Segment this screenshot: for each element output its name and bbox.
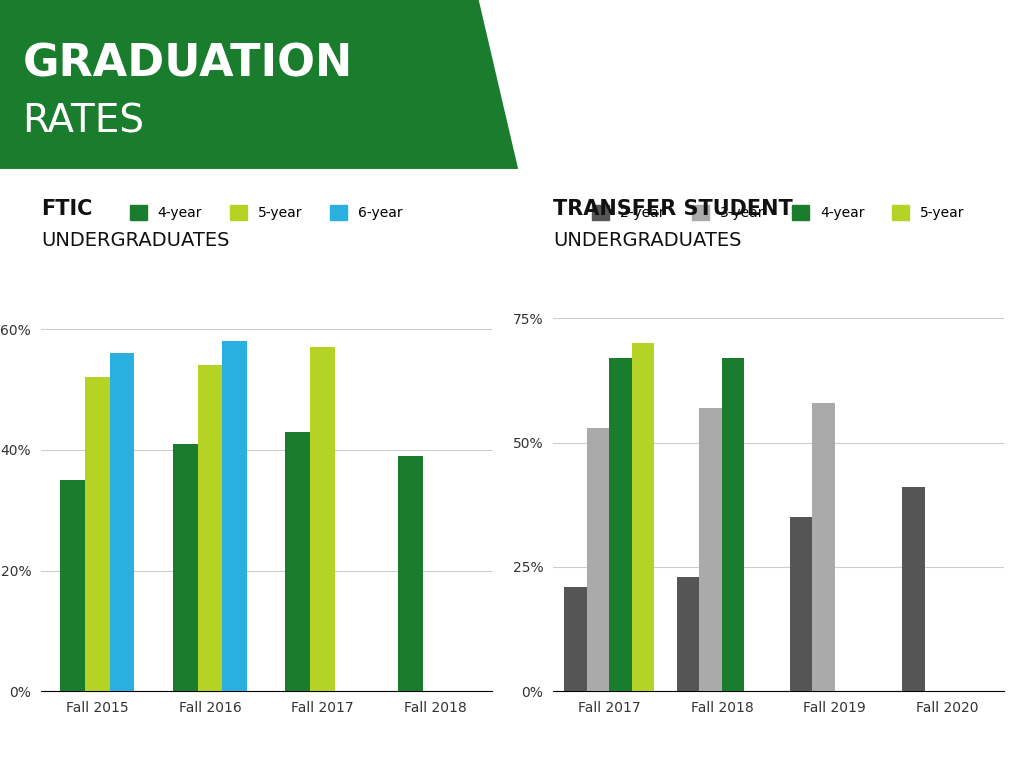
Bar [310,347,335,691]
Text: TRANSFER STUDENT: TRANSFER STUDENT [553,199,793,219]
Bar [286,432,310,691]
Bar [812,403,835,691]
Bar [60,480,85,691]
Bar [173,444,198,691]
Bar [699,408,722,691]
Polygon shape [0,0,518,169]
Bar [790,518,812,691]
Bar [632,343,654,691]
Bar [722,358,744,691]
Bar [222,341,247,691]
Legend: 4-year, 5-year, 6-year: 4-year, 5-year, 6-year [125,200,408,226]
Legend: 2-year, 3-year, 4-year, 5-year: 2-year, 3-year, 4-year, 5-year [587,200,970,226]
Text: FTIC: FTIC [41,199,92,219]
Bar [564,587,587,691]
Text: RATES: RATES [23,103,144,141]
Bar [110,353,134,691]
Bar [587,428,609,691]
Bar [677,577,699,691]
Bar [198,366,222,691]
Text: GRADUATION: GRADUATION [23,43,353,86]
Bar [902,488,925,691]
Bar [398,456,423,691]
Text: UNDERGRADUATES: UNDERGRADUATES [41,230,229,250]
Text: UNDERGRADUATES: UNDERGRADUATES [553,230,741,250]
Bar [85,377,110,691]
Bar [609,358,632,691]
